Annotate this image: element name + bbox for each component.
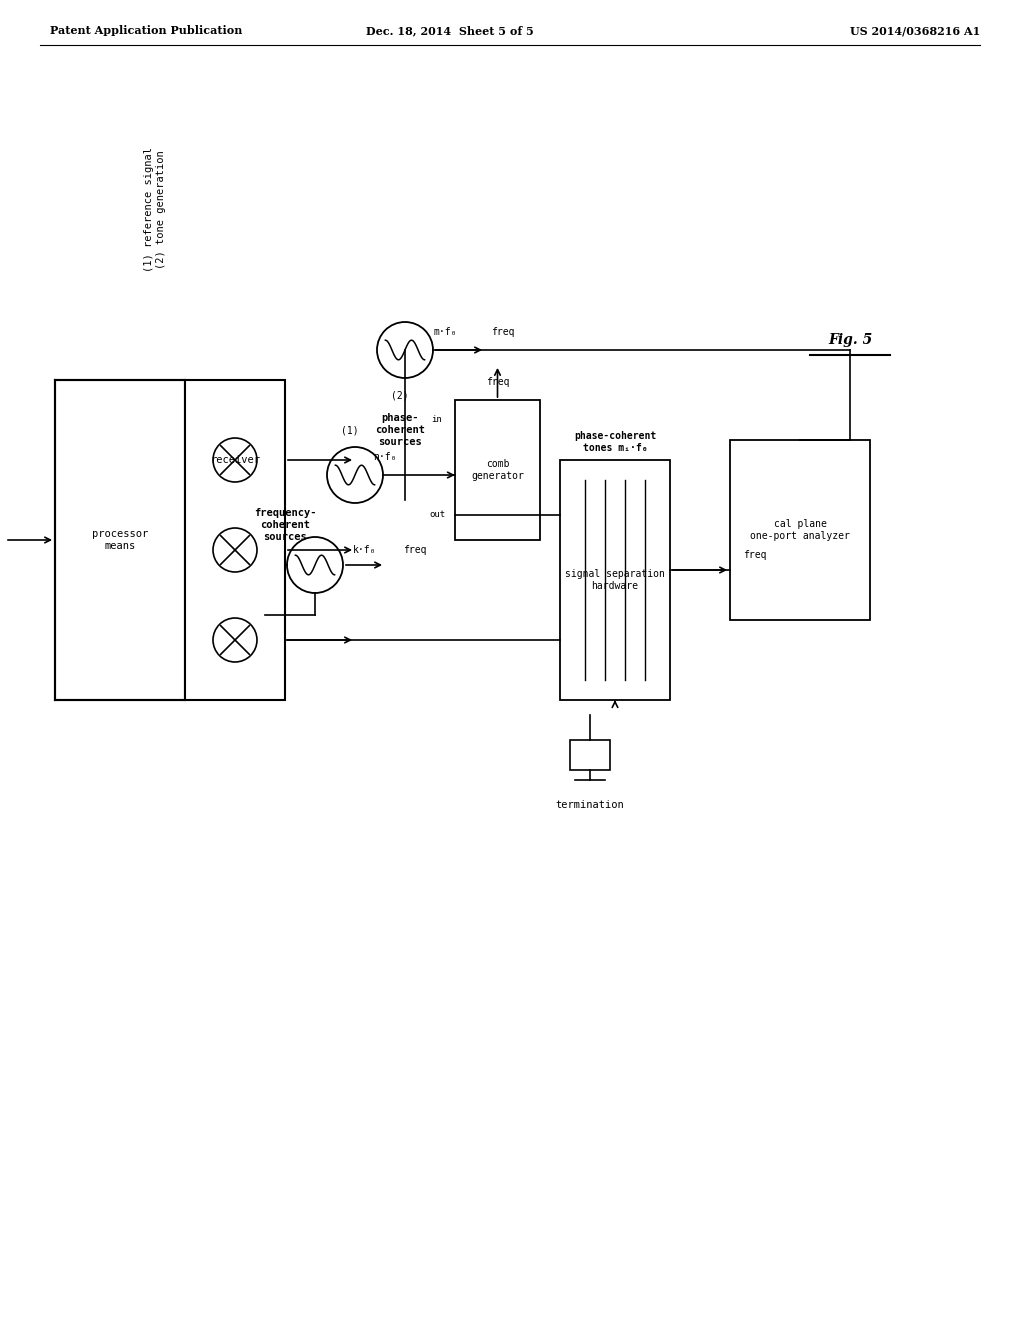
Text: phase-coherent
tones mᵢ·f₀: phase-coherent tones mᵢ·f₀ <box>573 432 656 453</box>
Bar <box>730 440 870 620</box>
Text: Patent Application Publication: Patent Application Publication <box>50 25 243 36</box>
Bar <box>55 380 185 700</box>
Circle shape <box>213 528 257 572</box>
Bar <box>455 400 540 540</box>
Text: freq: freq <box>492 327 515 337</box>
Text: out: out <box>429 511 445 520</box>
Bar <box>185 380 285 700</box>
Text: Fig. 5: Fig. 5 <box>827 333 872 347</box>
Circle shape <box>213 438 257 482</box>
Text: US 2014/0368216 A1: US 2014/0368216 A1 <box>850 25 980 36</box>
Circle shape <box>327 447 383 503</box>
Text: termination: termination <box>556 800 625 810</box>
Text: phase-
coherent
sources: phase- coherent sources <box>375 413 425 446</box>
Text: Dec. 18, 2014  Sheet 5 of 5: Dec. 18, 2014 Sheet 5 of 5 <box>367 25 534 36</box>
Text: (2): (2) <box>391 389 409 400</box>
Bar <box>570 741 610 770</box>
Text: cal plane
one-port analyzer: cal plane one-port analyzer <box>750 519 850 541</box>
Text: in: in <box>432 416 442 425</box>
Text: (1) reference signal
(2) tone generation: (1) reference signal (2) tone generation <box>144 148 166 272</box>
Text: receiver: receiver <box>210 455 260 465</box>
Circle shape <box>377 322 433 378</box>
Text: freq: freq <box>403 545 427 554</box>
Text: processor
means: processor means <box>92 529 148 550</box>
Bar <box>560 459 670 700</box>
Text: comb
generator: comb generator <box>471 459 524 480</box>
Circle shape <box>213 618 257 663</box>
Text: m·f₀: m·f₀ <box>433 327 457 337</box>
Text: signal separation
hardware: signal separation hardware <box>565 569 665 591</box>
Text: n·f₀: n·f₀ <box>374 451 396 462</box>
Text: (1): (1) <box>341 425 358 436</box>
Text: frequency-
coherent
sources: frequency- coherent sources <box>254 508 316 541</box>
Text: freq: freq <box>743 550 767 560</box>
Circle shape <box>287 537 343 593</box>
Text: k·f₀: k·f₀ <box>353 545 377 554</box>
Text: freq: freq <box>485 378 509 387</box>
